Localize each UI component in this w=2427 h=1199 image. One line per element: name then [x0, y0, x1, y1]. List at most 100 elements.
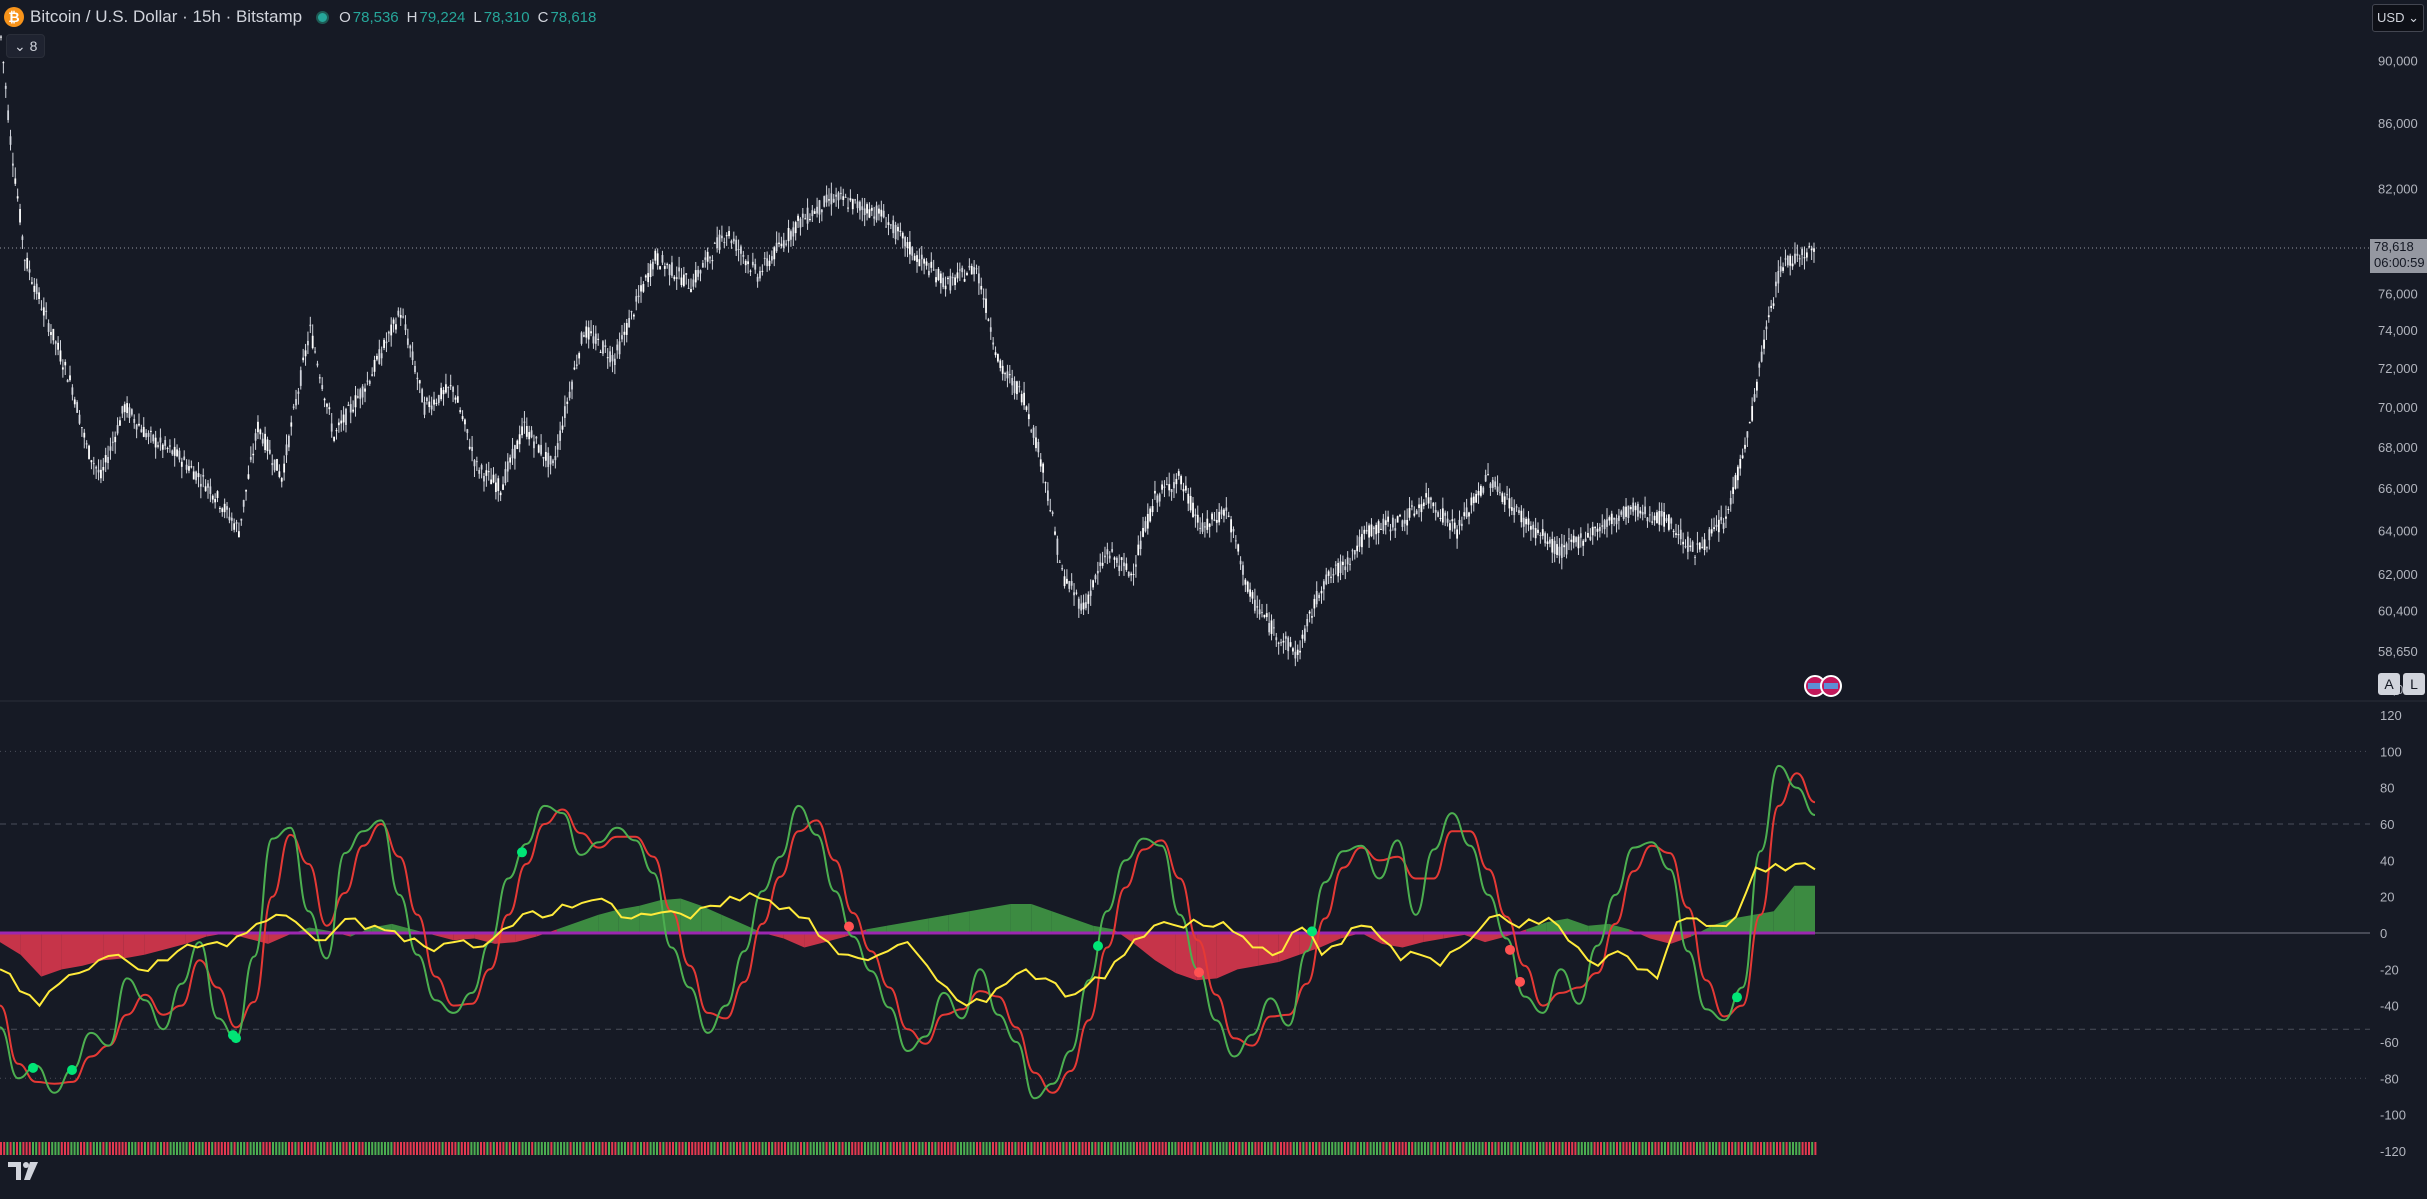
candle-body [1282, 640, 1285, 643]
bar-strip-tick [1660, 1142, 1663, 1155]
candle [1087, 591, 1090, 615]
candle-body [471, 446, 473, 452]
candle-body [1165, 484, 1168, 486]
candle-body [1672, 530, 1675, 532]
bar-strip-tick [1760, 1142, 1762, 1155]
candle-body [1610, 513, 1613, 525]
oscillator-pane[interactable] [0, 750, 2370, 1100]
candle-body [228, 516, 231, 521]
candle-body [673, 276, 676, 280]
candle [302, 348, 305, 363]
candle-body [1365, 530, 1368, 532]
candle [235, 519, 238, 533]
candle-body [233, 523, 236, 530]
candle [280, 476, 283, 488]
bar-strip-tick [470, 1142, 473, 1155]
candle-body [1037, 442, 1040, 453]
candle [744, 259, 747, 274]
candle-body [716, 237, 719, 249]
candle [435, 398, 438, 407]
tradingview-logo-icon[interactable] [8, 1160, 42, 1182]
candle [528, 425, 531, 446]
candle-body [1127, 571, 1130, 577]
candle [859, 200, 861, 220]
candle [673, 275, 676, 282]
candle [228, 507, 231, 524]
candle-body [1318, 594, 1321, 599]
candle-body [847, 207, 849, 209]
candle-body [1786, 255, 1789, 266]
candle-body [133, 418, 136, 423]
candle-body [1675, 533, 1677, 535]
candle [104, 447, 107, 473]
indicators-collapse-button[interactable]: ⌄ 8 [6, 34, 46, 58]
sell-signal-dot [1194, 967, 1204, 978]
candle [1175, 473, 1178, 494]
auto-scale-button[interactable]: A [2378, 673, 2400, 695]
candle [1251, 590, 1254, 604]
candle [1603, 518, 1606, 535]
bar-strip-tick [160, 1142, 162, 1155]
candle-body [528, 432, 531, 440]
candle [1534, 517, 1537, 546]
candle-body [421, 389, 424, 403]
candle-body [1401, 520, 1404, 527]
oscillator-tick-label: -60 [2380, 1035, 2399, 1050]
candle-body [1729, 498, 1732, 505]
candle [1475, 490, 1478, 504]
candle [1270, 614, 1273, 641]
symbol-title[interactable]: Bitcoin / U.S. Dollar · 15h · Bitstamp [30, 7, 303, 26]
bar-strip-tick [153, 1142, 156, 1155]
bar-strip-tick [80, 1142, 82, 1155]
candle-body [1732, 487, 1735, 494]
candle [516, 439, 519, 450]
bar-strip-tick [1676, 1142, 1679, 1155]
candle-body [1008, 374, 1011, 376]
candle-body [33, 285, 36, 292]
candlestick-series[interactable] [0, 35, 1815, 667]
candle [35, 278, 38, 300]
candle-body [192, 471, 195, 480]
candle [261, 432, 264, 447]
candle-body [975, 268, 978, 270]
candle [440, 382, 443, 402]
candle-body [844, 196, 847, 198]
candle [754, 258, 757, 274]
candle [464, 418, 466, 432]
candle [318, 374, 321, 384]
candle [128, 403, 131, 423]
log-scale-button[interactable]: L [2403, 673, 2425, 695]
candle-body [1437, 512, 1439, 517]
candle-body [1651, 521, 1654, 523]
candle [1327, 569, 1330, 584]
candle-body [1001, 365, 1004, 374]
candle [556, 434, 559, 458]
candle-body [816, 206, 818, 214]
candle-body [238, 531, 240, 538]
candle [204, 479, 207, 492]
candle [597, 333, 600, 346]
bar-strip-tick [278, 1142, 281, 1155]
flag-events[interactable] [1804, 675, 1842, 697]
bar-strip-tick [534, 1142, 537, 1155]
candle-body [1096, 570, 1099, 574]
candle [839, 186, 842, 200]
candle-body [1361, 534, 1363, 548]
bar-strip-tick [748, 1142, 751, 1155]
bar-strip-tick [22, 1142, 25, 1155]
candle [675, 266, 678, 290]
candle-body [754, 264, 757, 270]
candle-body [1594, 527, 1597, 529]
currency-select[interactable]: USD ⌄ [2372, 4, 2424, 32]
candle-body [1158, 494, 1161, 502]
candle-body [435, 402, 438, 404]
candle-body [209, 486, 212, 494]
bar-strip-tick [348, 1142, 351, 1155]
market-status-icon[interactable] [316, 10, 330, 24]
bar-strip-tick [294, 1142, 297, 1155]
candle [509, 454, 512, 470]
candle [530, 426, 533, 439]
flow-area-segment [515, 933, 537, 943]
bar-strip-tick [1251, 1142, 1254, 1155]
